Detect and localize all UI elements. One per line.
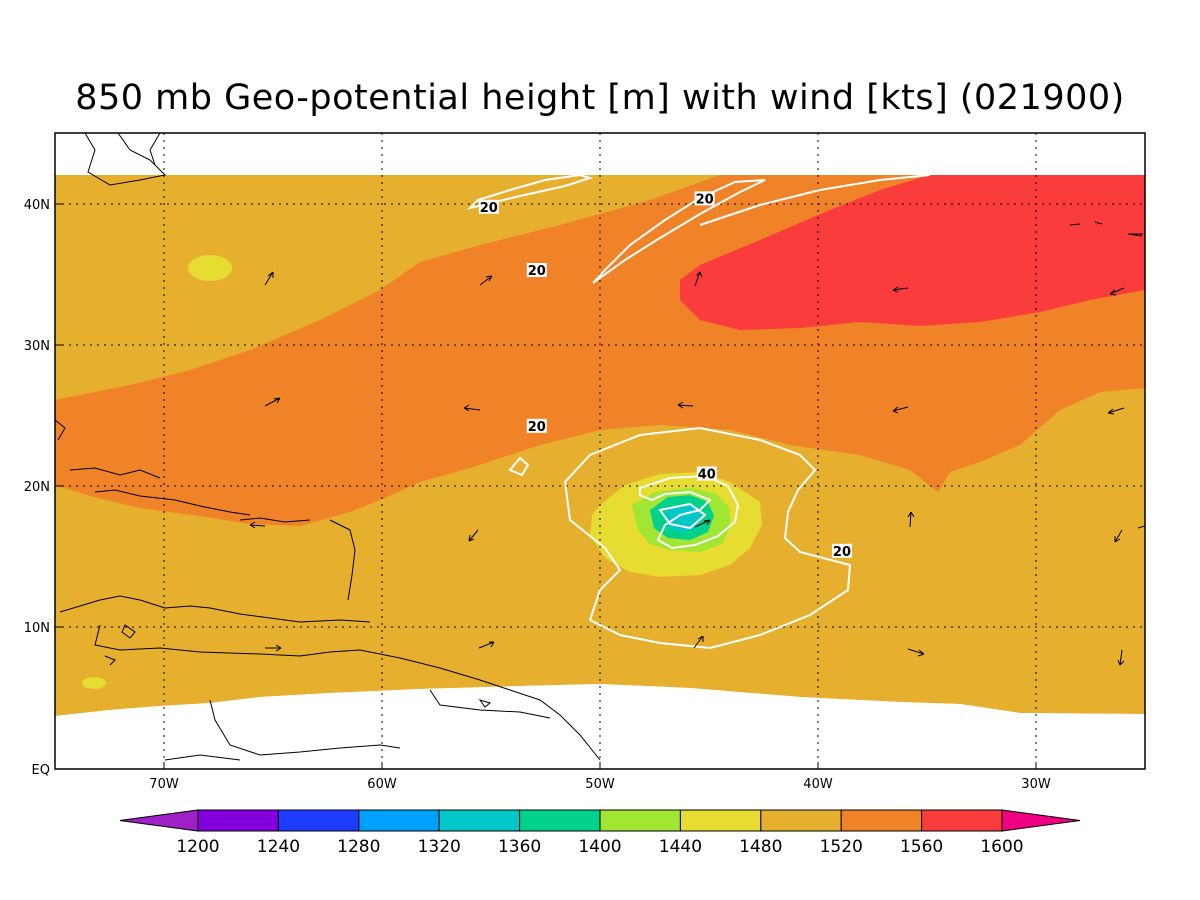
contour-label-box — [526, 418, 547, 433]
contour-label-box — [526, 262, 547, 277]
colorbar-tick-label: 1480 — [739, 837, 782, 857]
colorbar-segment — [277, 809, 360, 832]
contour-label-box — [696, 466, 717, 481]
wind-vectors — [249, 233, 1145, 666]
contour-label: 40 — [698, 468, 716, 483]
colorbar-tick-label: 1400 — [578, 837, 621, 857]
lon-label: 50W — [585, 777, 615, 792]
lat-label: 30N — [24, 339, 50, 354]
colorbar-tick-label: 1320 — [418, 837, 461, 857]
colorbar-tick-label: 1280 — [337, 837, 380, 857]
lat-label: 10N — [24, 621, 50, 636]
colorbar-segment — [519, 809, 601, 832]
no-data-region-south — [55, 684, 1145, 769]
height-spot-1440-1480 — [188, 255, 232, 281]
lat-label: 40N — [24, 198, 50, 213]
lon-label: 30W — [1021, 777, 1051, 792]
colorbar-segment — [358, 809, 440, 832]
latitude-labels: 40N 30N 20N 10N EQ — [24, 198, 50, 778]
colorbar-tick-label: 1360 — [498, 837, 541, 857]
lon-label: 70W — [149, 777, 179, 792]
colorbar-segment — [921, 809, 1003, 832]
map-plot-area[interactable]: 20 20 20 20 40 20 — [55, 133, 1145, 769]
colorbar-segment — [760, 809, 842, 832]
contour-label: 20 — [833, 545, 851, 560]
colorbar-segment — [599, 809, 681, 832]
colorbar-tick-label: 1600 — [980, 837, 1023, 857]
axis-ticks — [55, 203, 1037, 769]
height-band-1480-1520-north — [55, 175, 720, 400]
height-spot-1440-1480-south — [82, 677, 106, 689]
colorbar-labels: 1200 1240 1280 1320 1360 1400 1440 1480 1520 1560… — [176, 837, 1023, 857]
colorbar-segment — [679, 809, 762, 832]
colorbar-segment — [438, 809, 521, 832]
coastlines — [55, 133, 1143, 761]
contour-label-box — [478, 199, 499, 214]
colorbar-tick-label: 1200 — [176, 837, 219, 857]
lon-label: 60W — [367, 777, 397, 792]
lon-label: 40W — [803, 777, 833, 792]
colorbar-segment — [840, 809, 923, 832]
colorbar-segment — [197, 809, 279, 832]
contour-label-box — [694, 191, 715, 206]
longitude-labels: 70W 60W 50W 40W 30W — [149, 777, 1051, 792]
colorbar-tick-label: 1440 — [659, 837, 702, 857]
lat-label: EQ — [32, 763, 50, 778]
contour-label: 20 — [696, 192, 714, 207]
grid-lines — [55, 133, 1145, 769]
contour-label: 20 — [480, 201, 498, 216]
map-title: 850 mb Geo-potential height [m] with win… — [75, 78, 1125, 118]
contour-label: 20 — [528, 420, 546, 435]
contour-label-box — [831, 543, 852, 558]
wind-speed-contours — [466, 173, 931, 650]
colorbar-segment — [1001, 809, 1081, 832]
height-band-1560-1600 — [680, 175, 1145, 330]
contour-labels: 20 20 20 20 40 20 — [478, 191, 852, 560]
colorbar-tick-label: 1520 — [820, 837, 863, 857]
lat-label: 20N — [24, 480, 50, 495]
colorbar-tick-label: 1560 — [900, 837, 943, 857]
colorbar-segment — [119, 809, 199, 832]
colorbar — [119, 809, 1081, 832]
contour-label: 20 — [528, 264, 546, 279]
colorbar-tick-label: 1240 — [257, 837, 300, 857]
